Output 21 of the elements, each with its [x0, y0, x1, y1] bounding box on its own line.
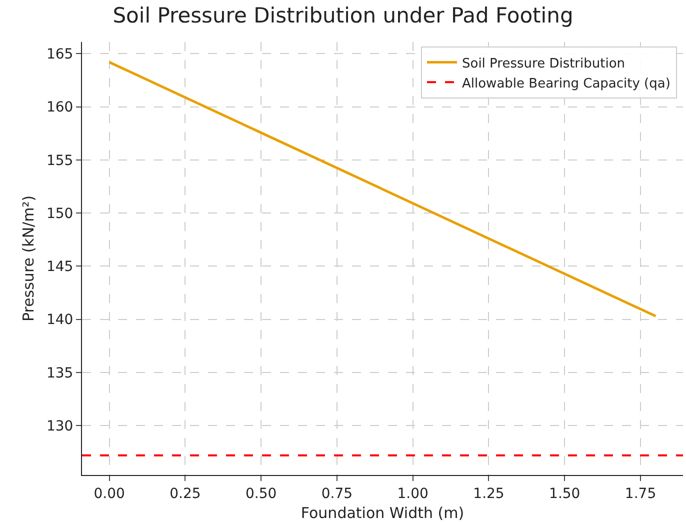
y-tick-label: 160	[46, 100, 74, 116]
x-tick-label: 1.25	[473, 486, 504, 502]
y-axis-title: Pressure (kN/m²)	[20, 195, 38, 322]
legend-label: Allowable Bearing Capacity (qa)	[462, 76, 670, 92]
y-tick-label: 155	[46, 152, 74, 169]
y-tick-label: 135	[46, 365, 74, 382]
x-tick-label: 0.25	[170, 486, 201, 502]
x-tick-label: 0.75	[321, 486, 353, 502]
y-tick-label: 145	[46, 259, 74, 276]
y-tick-label: 130	[46, 418, 74, 434]
y-tick-label: 140	[46, 312, 74, 328]
x-tick-label: 0.50	[246, 486, 277, 502]
x-axis-title: Foundation Width (m)	[300, 504, 464, 522]
x-tick-label: 0.00	[94, 486, 125, 502]
x-tick-label: 1.00	[397, 486, 428, 502]
y-tick-label: 150	[46, 206, 74, 222]
x-tick-label: 1.50	[549, 486, 580, 502]
legend-label: Soil Pressure Distribution	[462, 56, 626, 72]
x-tick-label: 1.75	[624, 486, 656, 502]
chart-title: Soil Pressure Distribution under Pad Footing	[112, 4, 574, 28]
y-tick-label: 165	[46, 46, 74, 63]
